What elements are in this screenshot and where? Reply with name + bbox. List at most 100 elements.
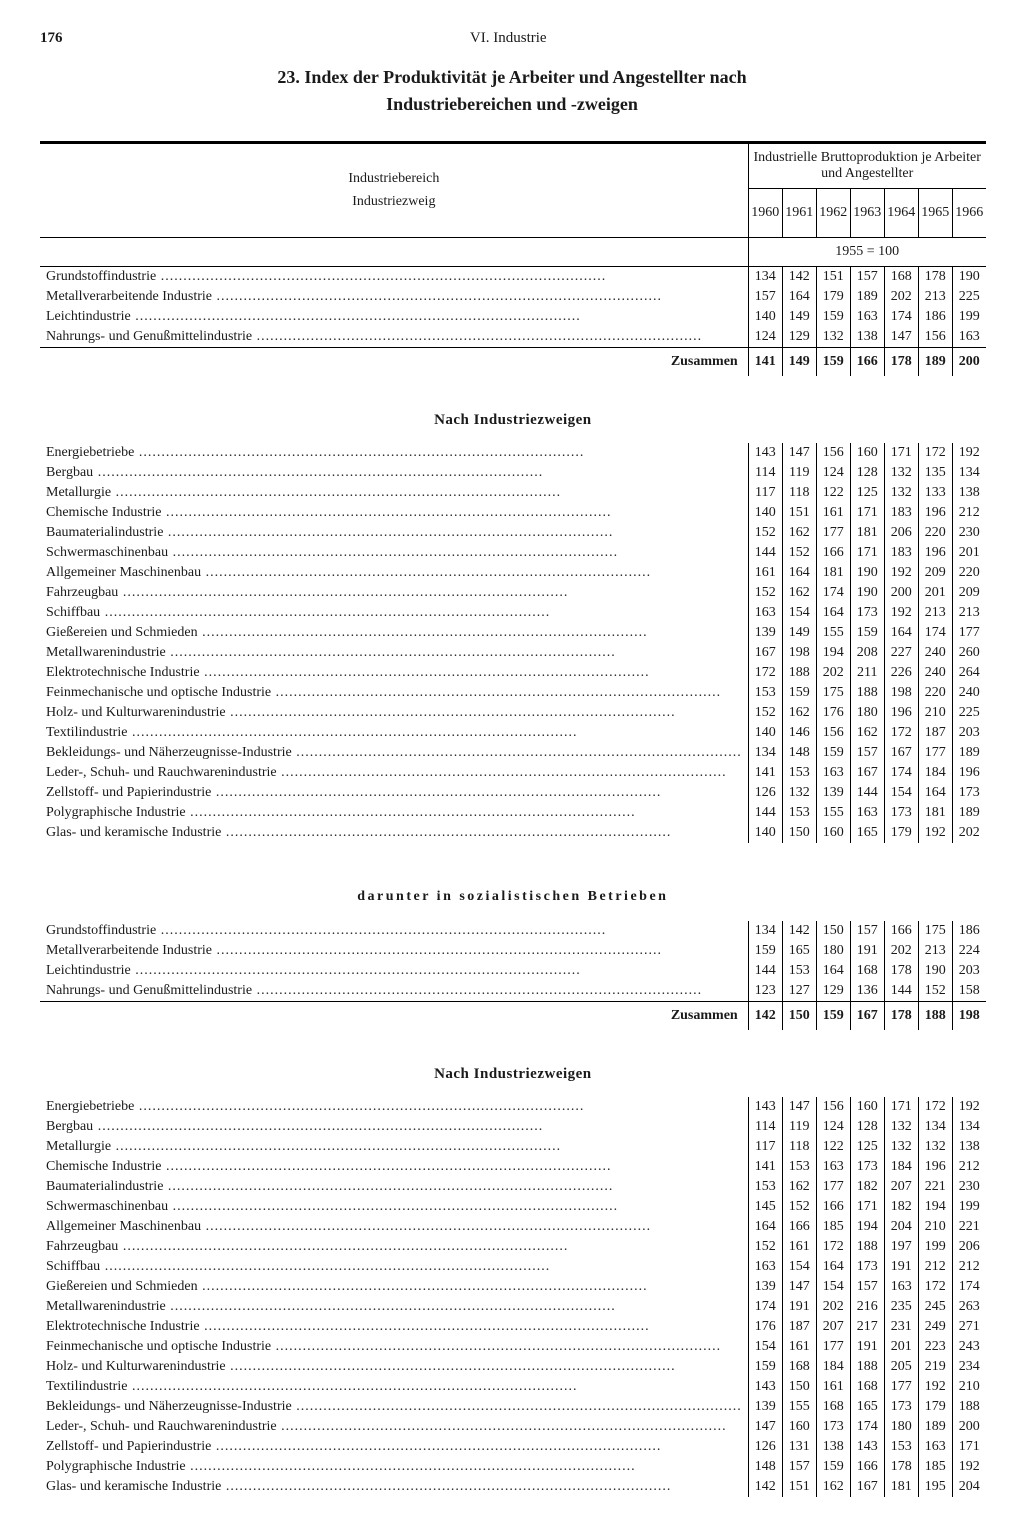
cell: 143 bbox=[748, 1377, 782, 1397]
row-label: Energiebetriebe bbox=[40, 443, 748, 463]
cell: 202 bbox=[952, 823, 986, 843]
cell: 180 bbox=[816, 941, 850, 961]
cell: 184 bbox=[918, 763, 952, 783]
row-label: Bekleidungs- und Näherzeugnisse-Industri… bbox=[40, 1397, 748, 1417]
cell: 118 bbox=[782, 1137, 816, 1157]
cell: 159 bbox=[816, 348, 850, 377]
cell: 209 bbox=[918, 563, 952, 583]
cell: 175 bbox=[918, 921, 952, 941]
cell: 197 bbox=[884, 1237, 918, 1257]
row-label: Schiffbau bbox=[40, 603, 748, 623]
cell: 163 bbox=[748, 1257, 782, 1277]
cell: 188 bbox=[952, 1397, 986, 1417]
cell: 153 bbox=[748, 1177, 782, 1197]
cell: 145 bbox=[748, 1197, 782, 1217]
cell: 154 bbox=[748, 1337, 782, 1357]
cell: 122 bbox=[816, 1137, 850, 1157]
cell: 132 bbox=[918, 1137, 952, 1157]
cell: 184 bbox=[884, 1157, 918, 1177]
cell: 206 bbox=[952, 1237, 986, 1257]
cell: 132 bbox=[884, 483, 918, 503]
cell: 114 bbox=[748, 1117, 782, 1137]
cell: 143 bbox=[850, 1437, 884, 1457]
cell: 124 bbox=[816, 463, 850, 483]
cell: 171 bbox=[850, 1197, 884, 1217]
cell: 129 bbox=[816, 981, 850, 1002]
cell: 210 bbox=[918, 703, 952, 723]
cell: 133 bbox=[918, 483, 952, 503]
cell: 181 bbox=[850, 523, 884, 543]
cell: 134 bbox=[952, 463, 986, 483]
cell: 151 bbox=[782, 1477, 816, 1497]
cell: 240 bbox=[918, 643, 952, 663]
cell: 163 bbox=[816, 1157, 850, 1177]
row-label: Elektrotechnische Industrie bbox=[40, 663, 748, 683]
row-label: Chemische Industrie bbox=[40, 1157, 748, 1177]
cell: 264 bbox=[952, 663, 986, 683]
row-label: Metallurgie bbox=[40, 1137, 748, 1157]
cell: 155 bbox=[782, 1397, 816, 1417]
year-header: 1965 bbox=[918, 189, 952, 238]
cell: 173 bbox=[850, 1157, 884, 1177]
cell: 152 bbox=[782, 1197, 816, 1217]
cell: 177 bbox=[816, 1337, 850, 1357]
cell: 235 bbox=[884, 1297, 918, 1317]
cell: 206 bbox=[884, 523, 918, 543]
cell: 178 bbox=[884, 1002, 918, 1031]
cell: 198 bbox=[952, 1002, 986, 1031]
cell: 192 bbox=[884, 563, 918, 583]
cell: 196 bbox=[952, 763, 986, 783]
cell: 159 bbox=[816, 1002, 850, 1031]
cell: 140 bbox=[748, 723, 782, 743]
row-label: Baumaterialindustrie bbox=[40, 523, 748, 543]
cell: 182 bbox=[884, 1197, 918, 1217]
cell: 144 bbox=[850, 783, 884, 803]
cell: 174 bbox=[884, 763, 918, 783]
row-label: Energiebetriebe bbox=[40, 1097, 748, 1117]
cell: 154 bbox=[782, 603, 816, 623]
cell: 189 bbox=[952, 743, 986, 763]
cell: 144 bbox=[748, 803, 782, 823]
cell: 147 bbox=[782, 443, 816, 463]
cell: 162 bbox=[816, 1477, 850, 1497]
cell: 161 bbox=[816, 503, 850, 523]
cell: 220 bbox=[918, 683, 952, 703]
cell: 190 bbox=[850, 563, 884, 583]
row-label: Grundstoffindustrie bbox=[40, 921, 748, 941]
cell: 203 bbox=[952, 961, 986, 981]
cell: 204 bbox=[952, 1477, 986, 1497]
cell: 124 bbox=[816, 1117, 850, 1137]
section-head-3: darunter in sozialistischen Betrieben bbox=[40, 843, 986, 921]
cell: 126 bbox=[748, 1437, 782, 1457]
cell: 187 bbox=[782, 1317, 816, 1337]
cell: 209 bbox=[952, 583, 986, 603]
year-header: 1966 bbox=[952, 189, 986, 238]
cell: 220 bbox=[918, 523, 952, 543]
cell: 114 bbox=[748, 463, 782, 483]
row-label: Bergbau bbox=[40, 463, 748, 483]
cell: 163 bbox=[816, 763, 850, 783]
cell: 194 bbox=[850, 1217, 884, 1237]
cell: 192 bbox=[952, 443, 986, 463]
row-label: Polygraphische Industrie bbox=[40, 1457, 748, 1477]
cell: 163 bbox=[952, 327, 986, 348]
cell: 188 bbox=[850, 1357, 884, 1377]
cell: 131 bbox=[782, 1437, 816, 1457]
cell: 191 bbox=[850, 1337, 884, 1357]
col-label-1: Industriebereich bbox=[348, 171, 439, 186]
cell: 156 bbox=[816, 723, 850, 743]
cell: 172 bbox=[816, 1237, 850, 1257]
year-header: 1963 bbox=[850, 189, 884, 238]
cell: 165 bbox=[782, 941, 816, 961]
row-label: Metallverarbeitende Industrie bbox=[40, 941, 748, 961]
cell: 142 bbox=[782, 267, 816, 288]
sum-label-3: Zusammen bbox=[40, 1002, 748, 1031]
cell: 177 bbox=[952, 623, 986, 643]
cell: 190 bbox=[952, 267, 986, 288]
cell: 141 bbox=[748, 1157, 782, 1177]
cell: 159 bbox=[816, 743, 850, 763]
cell: 211 bbox=[850, 663, 884, 683]
cell: 140 bbox=[748, 823, 782, 843]
cell: 240 bbox=[918, 663, 952, 683]
cell: 171 bbox=[850, 503, 884, 523]
